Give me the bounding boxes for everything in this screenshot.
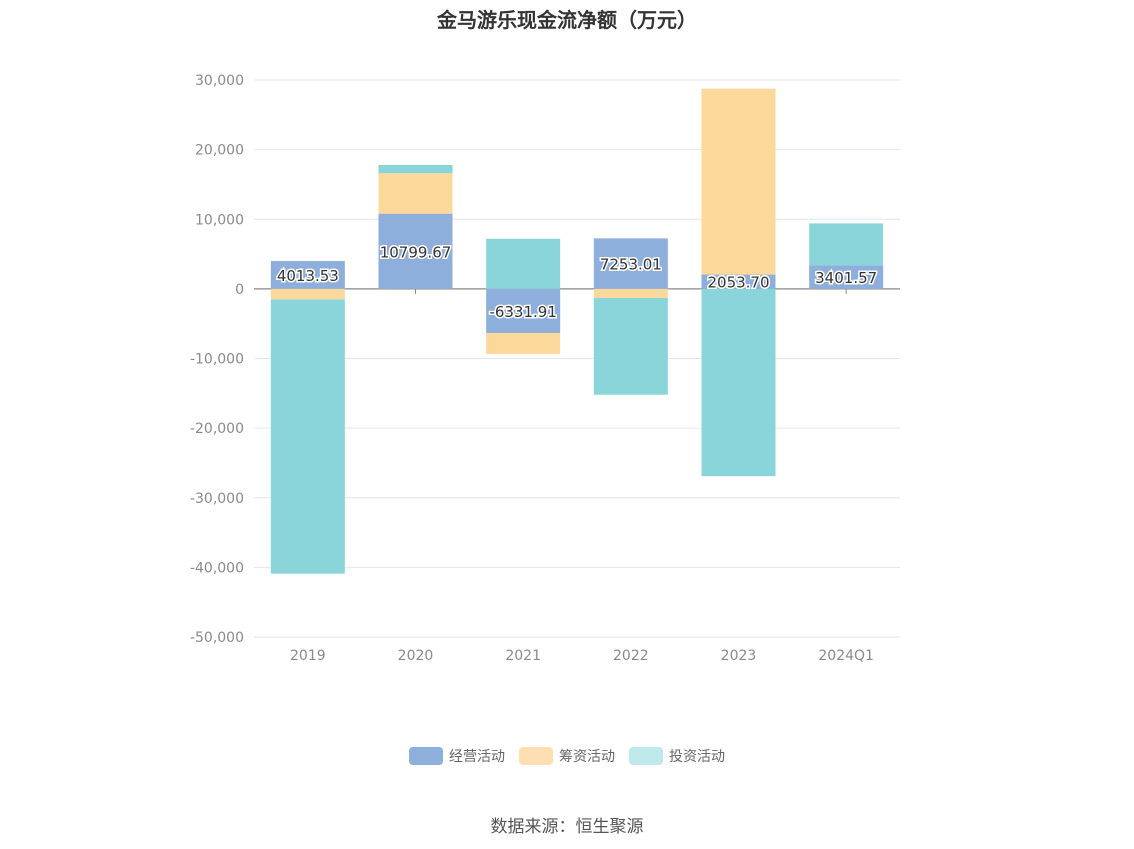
legend-label-financing: 筹资活动 bbox=[559, 749, 615, 765]
y-tick-label: -50,000 bbox=[190, 630, 244, 646]
bar-financing bbox=[486, 332, 561, 354]
bar-financing bbox=[378, 173, 453, 214]
bar-operating bbox=[270, 260, 345, 289]
x-tick-label: 2024Q1 bbox=[818, 648, 874, 664]
bar-investing bbox=[270, 299, 345, 574]
bar-operating bbox=[593, 238, 668, 289]
bar-operating bbox=[378, 213, 453, 289]
data-label: -6331.91 bbox=[489, 303, 556, 321]
bar-investing bbox=[486, 238, 561, 289]
y-tick-label: 0 bbox=[235, 282, 244, 298]
data-label: 10799.67 bbox=[380, 243, 452, 261]
legend-item-financing[interactable]: 筹资活动 bbox=[519, 746, 615, 766]
bar-investing bbox=[809, 223, 884, 266]
legend-label-operating: 经营活动 bbox=[449, 749, 505, 765]
legend-label-investing: 投资活动 bbox=[669, 749, 725, 765]
legend-item-operating[interactable]: 经营活动 bbox=[409, 746, 505, 766]
y-tick-label: -30,000 bbox=[190, 491, 244, 507]
y-tick-label: -10,000 bbox=[190, 352, 244, 368]
bar-investing bbox=[378, 164, 453, 174]
legend-swatch-financing bbox=[519, 747, 553, 765]
bar-investing bbox=[593, 297, 668, 395]
y-tick-label: -20,000 bbox=[190, 421, 244, 437]
legend-swatch-investing bbox=[629, 747, 663, 765]
data-label: 3401.57 bbox=[815, 269, 877, 287]
legend-item-investing[interactable]: 投资活动 bbox=[629, 746, 725, 766]
y-tick-label: 10,000 bbox=[195, 212, 244, 228]
x-tick-label: 2020 bbox=[398, 648, 434, 664]
data-label: 4013.53 bbox=[277, 267, 339, 285]
bar-financing bbox=[270, 288, 345, 300]
bar-operating bbox=[486, 288, 561, 333]
legend: 经营活动 筹资活动 投资活动 bbox=[0, 746, 1134, 766]
legend-swatch-operating bbox=[409, 747, 443, 765]
source-note: 数据来源：恒生聚源 bbox=[490, 817, 644, 837]
bar-operating bbox=[809, 265, 884, 289]
data-label: 7253.01 bbox=[600, 256, 662, 274]
bar-financing bbox=[593, 288, 668, 298]
bar-investing bbox=[701, 288, 776, 477]
chart-title: 金马游乐现金流净额（万元） bbox=[437, 8, 697, 32]
bar-financing bbox=[701, 88, 776, 275]
y-tick-label: -40,000 bbox=[190, 560, 244, 576]
x-tick-label: 2019 bbox=[290, 648, 326, 664]
y-tick-label: 20,000 bbox=[195, 143, 244, 159]
data-label: 2053.70 bbox=[707, 274, 769, 292]
y-tick-label: 30,000 bbox=[195, 73, 244, 89]
x-tick-label: 2021 bbox=[505, 648, 541, 664]
bar-operating bbox=[701, 274, 776, 289]
x-tick-label: 2023 bbox=[721, 648, 757, 664]
x-tick-label: 2022 bbox=[613, 648, 649, 664]
